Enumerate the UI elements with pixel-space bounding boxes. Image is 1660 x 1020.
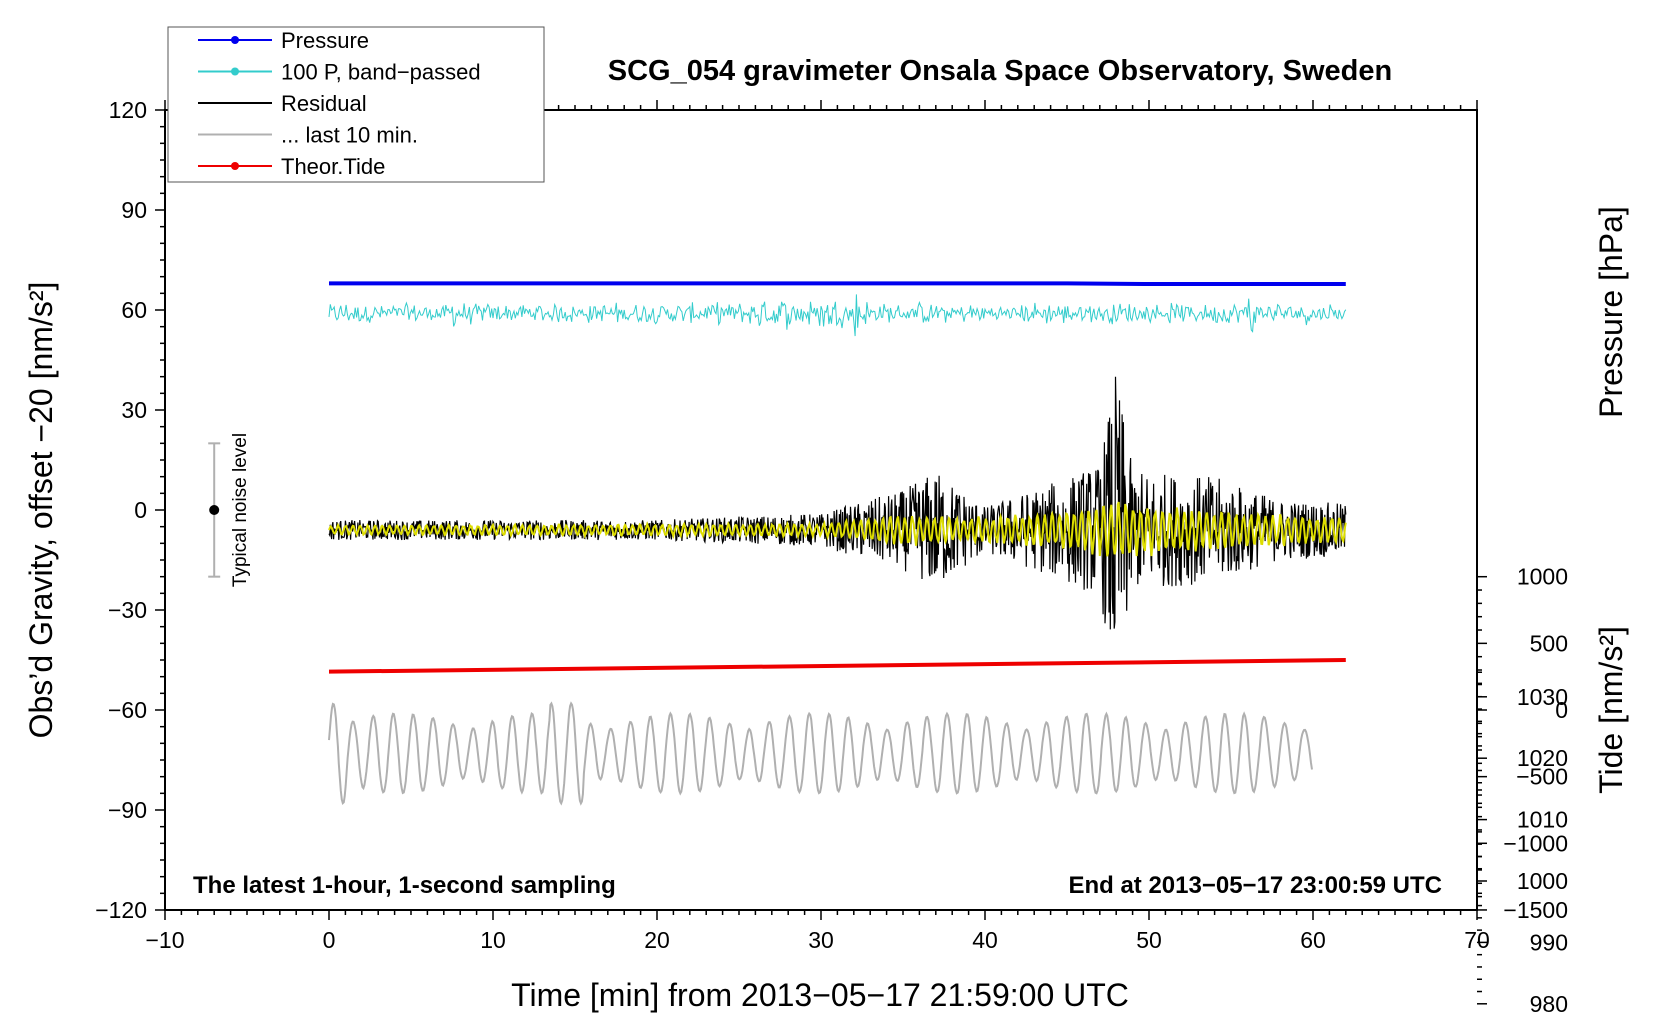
legend-label: 100 P, band−passed [281,60,481,85]
legend-label: Residual [281,91,367,116]
pressure-tick-label: 990 [1530,929,1568,955]
x-tick-label: 50 [1136,927,1162,953]
x-tick-label: 20 [644,927,670,953]
noise-level-indicator: Typical noise level [208,433,251,587]
tide-tick-label: −500 [1516,764,1568,790]
pressure-tick-label: 1020 [1517,745,1568,771]
series-theoretical-tide [328,658,1346,674]
end-time-note: End at 2013−05−17 23:00:59 UTC [1068,872,1442,899]
tide-axis-label: Tide [nm/s²] [1593,626,1629,794]
pressure-tick-label: 1030 [1517,684,1568,710]
axis-ticks [155,100,1487,1005]
y-tick-label: −120 [95,897,147,923]
legend-label: Pressure [281,28,369,53]
series-pressure [329,281,1346,286]
y-tick-labels: 120 90 60 30 0 −30 −60 −90 −120 [95,97,147,923]
y-tick-label: 0 [134,497,147,523]
x-tick-label: 40 [972,927,998,953]
y-tick-label: 90 [121,197,147,223]
tide-tick-label: 1000 [1517,564,1568,590]
legend-label: ... last 10 min. [281,123,418,148]
tide-tick-label: −1500 [1503,897,1568,923]
pressure-tick-label: 980 [1530,991,1568,1017]
legend-marker [231,162,239,170]
y-tick-label: 120 [109,97,147,123]
y-tick-label: 30 [121,397,147,423]
x-tick-label: 10 [480,927,506,953]
x-tick-label: 30 [808,927,834,953]
pressure-tick-labels: 1030 1020 1010 1000 990 980 [1517,684,1568,1017]
chart-title: SCG_054 gravimeter Onsala Space Observat… [608,55,1392,87]
x-tick-label: −10 [145,927,184,953]
y-axis-label: Obs’d Gravity, offset −20 [nm/s²] [23,282,59,739]
pressure-axis-label: Pressure [hPa] [1593,206,1629,418]
x-tick-label: 60 [1300,927,1326,953]
legend-marker [231,36,239,44]
series-layer [328,281,1347,806]
x-tick-label: 0 [323,927,336,953]
tide-tick-labels: 1000 500 0 −500 −1000 −1500 [1503,564,1568,923]
legend-box [167,26,545,183]
sampling-note: The latest 1-hour, 1-second sampling [193,872,616,899]
pressure-tick-label: 1010 [1517,807,1568,833]
noise-dot [209,505,220,515]
series-bandpassed-pressure [328,294,1347,337]
tide-tick-label: −1000 [1503,830,1568,856]
tide-tick-label: 500 [1530,630,1568,656]
legend-label: Theor.Tide [281,154,385,179]
y-tick-label: −90 [108,797,147,823]
x-axis-label: Time [min] from 2013−05−17 21:59:00 UTC [511,977,1129,1013]
series-residual [328,376,1347,630]
y-tick-label: 60 [121,297,147,323]
noise-level-label: Typical noise level [230,433,251,587]
y-tick-label: −30 [108,597,147,623]
series-residual-overlay [328,501,1347,557]
y-tick-label: −60 [108,697,147,723]
legend: Pressure 100 P, band−passed Residual ... la… [167,26,545,183]
tide-tick-label: 0 [1555,697,1568,723]
pressure-tick-label: 1000 [1517,868,1568,894]
x-tick-labels: −10 0 10 20 30 40 50 60 70 [145,927,1489,953]
x-tick-label: 70 [1464,927,1490,953]
legend-marker [231,67,239,76]
series-last-10-min [328,701,1313,806]
